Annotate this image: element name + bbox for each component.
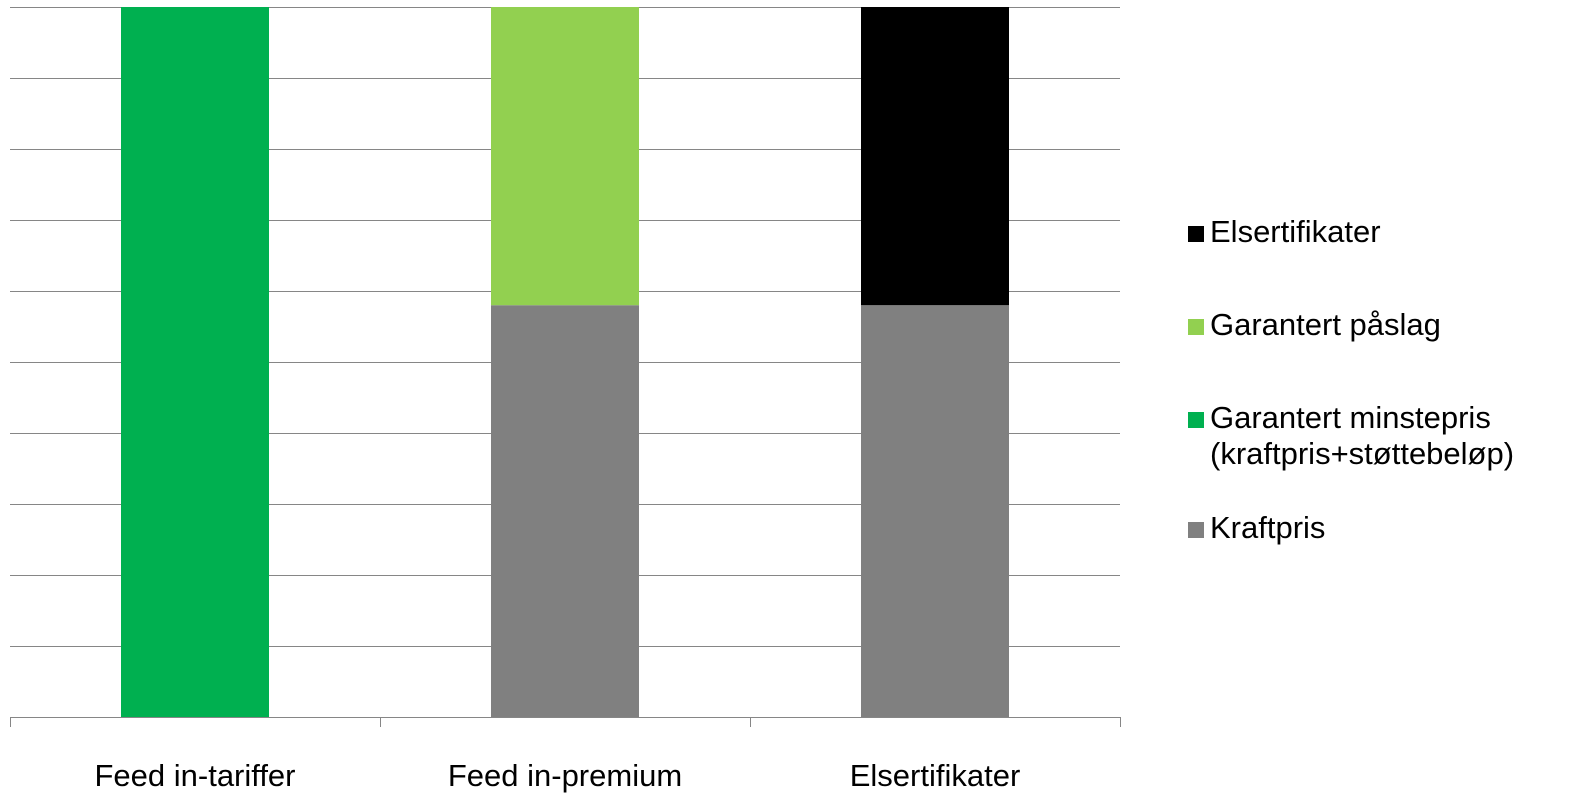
bar-segment xyxy=(491,7,639,306)
x-tick-label: Feed in-tariffer xyxy=(94,758,295,793)
bars xyxy=(121,7,1009,717)
legend-item: Garantert minstepris (kraftpris+støttebe… xyxy=(1188,400,1514,472)
bar-segment xyxy=(861,7,1009,306)
legend-label: Garantert minstepris (kraftpris+støttebe… xyxy=(1210,400,1515,471)
legend-swatch xyxy=(1188,522,1204,538)
legend-label: Garantert påslag xyxy=(1210,307,1441,342)
legend-label: Kraftpris xyxy=(1210,510,1326,545)
x-tick-label: Elsertifikater xyxy=(850,758,1021,793)
legend-label: Elsertifikater xyxy=(1210,214,1381,249)
x-tick-labels: Feed in-tariffer Feed in-premium Elsertifi… xyxy=(94,758,1020,793)
bar-segment xyxy=(861,305,1009,717)
legend-item: Elsertifikater xyxy=(1188,214,1381,250)
x-axis xyxy=(10,717,1121,727)
legend-swatch xyxy=(1188,319,1204,335)
bar-segment xyxy=(491,305,639,717)
legend-item: Kraftpris xyxy=(1188,510,1325,546)
bar-segment xyxy=(121,7,269,717)
legend-swatch xyxy=(1188,226,1204,242)
x-tick-label: Feed in-premium xyxy=(448,758,682,793)
legend-swatch xyxy=(1188,412,1204,428)
legend-item: Garantert påslag xyxy=(1188,307,1441,343)
